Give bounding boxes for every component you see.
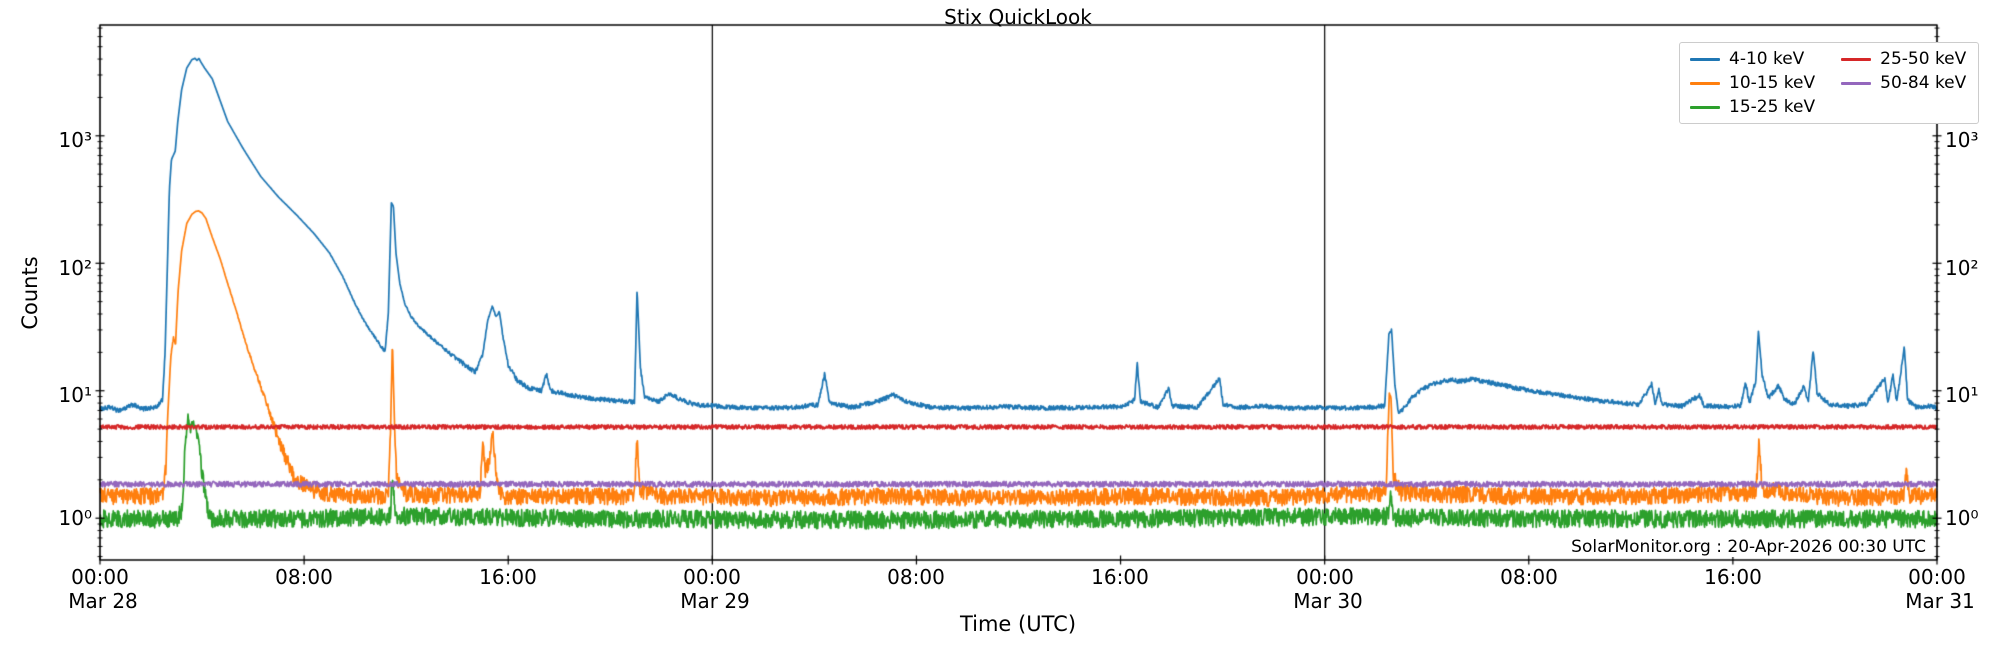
y-axis-label: Counts xyxy=(18,256,42,330)
legend-item-25-50kev: 25-50 keV xyxy=(1841,49,1966,69)
y-tick-label-left-100: 10² xyxy=(58,256,92,280)
x-tick-label: 08:00 xyxy=(887,565,945,589)
x-day-label-mar31: Mar 31 xyxy=(1905,589,1975,613)
legend-line-swatch xyxy=(1841,57,1872,61)
solarmonitor-credit: SolarMonitor.org : 20-Apr-2026 00:30 UTC xyxy=(1567,537,1930,557)
legend-column-2: 25-50 keV 50-84 keV xyxy=(1841,49,1966,117)
legend: 4-10 keV 10-15 keV 15-25 keV 25-50 keV 5… xyxy=(1679,42,1980,124)
legend-line-swatch xyxy=(1841,81,1872,85)
x-day-label-mar29: Mar 29 xyxy=(680,589,750,613)
y-tick-label-right-1: 10⁰ xyxy=(1945,506,1979,530)
legend-item-label: 4-10 keV xyxy=(1729,49,1805,69)
legend-item-label: 25-50 keV xyxy=(1880,49,1967,69)
legend-item-label: 50-84 keV xyxy=(1880,73,1967,93)
legend-item-4-10kev: 4-10 keV xyxy=(1690,49,1815,69)
legend-column-1: 4-10 keV 10-15 keV 15-25 keV xyxy=(1690,49,1815,117)
x-tick-label: 16:00 xyxy=(1091,565,1149,589)
legend-line-swatch xyxy=(1690,105,1720,109)
x-tick-label: 00:00 xyxy=(683,565,741,589)
legend-item-label: 10-15 keV xyxy=(1729,73,1816,93)
x-tick-label: 08:00 xyxy=(275,565,333,589)
y-tick-label-right-1000: 10³ xyxy=(1945,128,1979,152)
legend-line-swatch xyxy=(1690,81,1720,85)
x-tick-label: 16:00 xyxy=(1704,565,1762,589)
legend-item-50-84kev: 50-84 keV xyxy=(1841,73,1966,93)
y-tick-label-left-1: 10⁰ xyxy=(58,506,92,530)
x-tick-label: 00:00 xyxy=(1296,565,1354,589)
y-tick-label-right-100: 10² xyxy=(1945,256,1979,280)
y-tick-label-left-10: 10¹ xyxy=(58,383,92,407)
x-tick-label: 00:00 xyxy=(71,565,129,589)
chart-title: Stix QuickLook xyxy=(944,5,1092,29)
legend-item-15-25kev: 15-25 keV xyxy=(1690,97,1815,117)
y-tick-label-left-1000: 10³ xyxy=(58,128,92,152)
x-day-label-mar30: Mar 30 xyxy=(1293,589,1363,613)
legend-line-swatch xyxy=(1690,57,1720,61)
x-axis-label: Time (UTC) xyxy=(959,612,1077,636)
legend-item-label: 15-25 keV xyxy=(1729,97,1816,117)
x-day-label-mar28: Mar 28 xyxy=(68,589,138,613)
x-tick-label: 08:00 xyxy=(1500,565,1558,589)
x-tick-label: 16:00 xyxy=(479,565,537,589)
legend-item-10-15kev: 10-15 keV xyxy=(1690,73,1815,93)
y-tick-label-right-10: 10¹ xyxy=(1945,383,1979,407)
x-tick-label: 00:00 xyxy=(1908,565,1966,589)
